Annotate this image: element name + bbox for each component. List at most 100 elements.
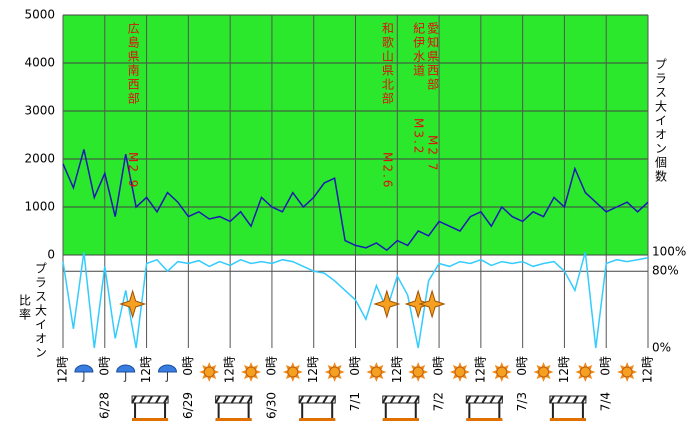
umbrella — [116, 364, 136, 373]
y2-axis-label: プラス大イオン — [34, 262, 48, 360]
barrier-icon — [298, 395, 337, 421]
barrier-icon — [549, 395, 587, 421]
y2-axis-label: 比率 — [18, 294, 32, 322]
sun-core — [538, 366, 550, 378]
event-label: 広島県南西部 — [126, 22, 140, 106]
barrier-stripes — [298, 395, 337, 404]
barrier-stripes — [549, 395, 587, 404]
date-label: 7/3 — [515, 392, 529, 411]
series-line — [62, 149, 649, 252]
y-tick-label: 3000 — [24, 104, 55, 118]
rain-icon — [74, 364, 94, 382]
barrier-base — [215, 418, 252, 421]
event-star — [404, 289, 432, 319]
sun-icon — [408, 362, 429, 382]
x-tick-label: 12時 — [306, 356, 320, 383]
y-axis-label: プラス大イオン個数 — [654, 58, 668, 184]
barrier-stripes — [214, 395, 253, 404]
x-tick-label: 12時 — [139, 356, 153, 383]
rain-icon — [116, 364, 136, 382]
barrier-base — [132, 418, 169, 421]
sun-core — [287, 366, 299, 378]
series-line — [62, 251, 649, 349]
event-label: 紀伊水道 — [412, 22, 426, 78]
x-tick-label: 12時 — [390, 356, 404, 383]
x-tick-label: 12時 — [473, 356, 487, 383]
umbrella-handle — [81, 372, 85, 382]
sun-icon — [366, 362, 387, 382]
barrier-base — [466, 418, 503, 421]
sun-core — [454, 366, 466, 378]
date-label: 6/28 — [97, 392, 111, 419]
date-label: 6/30 — [264, 392, 278, 419]
sun-core — [496, 366, 508, 378]
sun-core — [245, 366, 257, 378]
sun-icon — [324, 362, 345, 382]
y2-tick-label: 100% — [652, 245, 686, 259]
barrier-legs — [215, 403, 252, 421]
sun-icon — [533, 362, 554, 382]
rain-icon — [157, 364, 177, 382]
y-tick-label: 5000 — [24, 8, 55, 22]
sun-icon — [617, 362, 638, 382]
barrier-legs — [549, 403, 586, 421]
event-magnitude: M3.2 — [412, 118, 426, 155]
sun-icon — [449, 362, 470, 382]
event-label: 愛知県西部 — [426, 22, 440, 92]
event-star — [418, 289, 446, 319]
barrier-base — [382, 418, 419, 421]
sun-icon — [491, 362, 512, 382]
sun-core — [329, 366, 341, 378]
barrier-base — [299, 418, 336, 421]
date-label: 7/2 — [432, 392, 446, 411]
umbrella — [157, 364, 177, 373]
barrier-legs — [299, 403, 336, 421]
x-tick-label: 0時 — [181, 356, 195, 376]
date-label: 7/1 — [348, 392, 362, 411]
barrier-stripes — [465, 395, 504, 404]
x-tick-label: 0時 — [599, 356, 613, 376]
x-tick-label: 12時 — [223, 356, 237, 383]
sun-icon — [199, 362, 220, 382]
x-tick-label: 12時 — [557, 356, 571, 383]
barrier-legs — [132, 403, 169, 421]
event-magnitude: M2.7 — [426, 135, 440, 172]
barrier-icon — [381, 395, 420, 421]
y2-tick-label: 80% — [652, 264, 679, 278]
x-tick-label: 0時 — [348, 356, 362, 376]
umbrella-handle — [165, 372, 168, 382]
barrier-icon — [465, 395, 504, 421]
sun-icon — [575, 362, 596, 382]
x-tick-label: 0時 — [432, 356, 446, 376]
sun-core — [579, 366, 591, 378]
barrier-legs — [382, 403, 419, 421]
sun-core — [370, 366, 382, 378]
sun-core — [203, 366, 215, 378]
y2-tick-label: 0% — [652, 341, 671, 355]
y-tick-label: 4000 — [24, 56, 55, 70]
y-tick-label: 2000 — [24, 152, 55, 166]
event-label: 和歌山県北部 — [380, 22, 394, 106]
umbrella — [74, 364, 94, 373]
x-tick-label: 0時 — [97, 356, 111, 376]
y-tick-label: 0 — [47, 248, 55, 262]
barrier-icon — [214, 395, 253, 421]
event-magnitude: M2.6 — [380, 152, 394, 189]
umbrella-handle — [123, 372, 127, 382]
sun-core — [412, 366, 424, 378]
y-tick-label: 1000 — [24, 200, 55, 214]
event-star — [373, 289, 401, 319]
barrier-legs — [466, 403, 503, 421]
x-tick-label: 0時 — [264, 356, 278, 376]
sun-core — [621, 366, 633, 378]
x-tick-label: 12時 — [641, 356, 655, 383]
barrier-icon — [131, 395, 169, 421]
x-tick-label: 0時 — [515, 356, 529, 376]
barrier-stripes — [131, 395, 169, 404]
date-label: 7/4 — [599, 392, 613, 411]
event-magnitude: M2.9 — [126, 152, 140, 189]
barrier-stripes — [381, 395, 420, 404]
date-label: 6/29 — [181, 392, 195, 419]
barrier-base — [549, 418, 586, 421]
